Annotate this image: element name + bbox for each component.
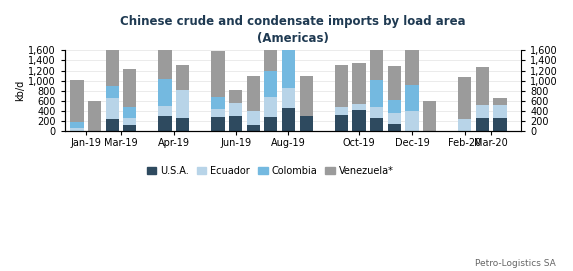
Bar [105, 86, 119, 98]
Bar [388, 100, 401, 113]
Bar [300, 116, 313, 131]
Bar [70, 128, 84, 131]
Bar [388, 124, 401, 131]
Bar [493, 118, 507, 131]
Bar [105, 119, 119, 131]
Bar [493, 105, 507, 118]
Bar [352, 110, 366, 131]
Bar [388, 66, 401, 100]
Bar [405, 111, 418, 131]
Bar [423, 101, 436, 131]
Title: Chinese crude and condensate imports by load area
(Americas): Chinese crude and condensate imports by … [120, 15, 466, 45]
Text: Petro-Logistics SA: Petro-Logistics SA [475, 259, 556, 268]
Bar [405, 44, 418, 85]
Bar [176, 64, 189, 90]
Bar [264, 98, 277, 117]
Bar [476, 67, 489, 105]
Bar [370, 107, 383, 118]
Bar [476, 105, 489, 118]
Bar [282, 39, 295, 88]
Bar [282, 88, 295, 108]
Bar [335, 107, 348, 115]
Bar [229, 90, 242, 103]
Bar [159, 116, 172, 131]
Bar [211, 97, 225, 109]
Bar [300, 76, 313, 116]
Bar [159, 79, 172, 106]
Bar [211, 117, 225, 131]
Bar [123, 125, 136, 131]
Bar [70, 80, 84, 122]
Bar [388, 113, 401, 124]
Bar [476, 118, 489, 131]
Y-axis label: kb/d: kb/d [15, 80, 25, 101]
Bar [159, 38, 172, 79]
Bar [70, 122, 84, 128]
Bar [229, 117, 242, 131]
Bar [123, 118, 136, 125]
Bar [176, 118, 189, 131]
Bar [335, 65, 348, 107]
Bar [88, 101, 101, 131]
Bar [458, 77, 472, 119]
Bar [352, 104, 366, 110]
Bar [458, 119, 472, 131]
Bar [246, 111, 260, 125]
Bar [264, 71, 277, 98]
Bar [282, 108, 295, 131]
Bar [229, 103, 242, 117]
Bar [105, 33, 119, 86]
Bar [123, 69, 136, 107]
Bar [352, 63, 366, 104]
Legend: U.S.A., Ecuador, Colombia, Venezuela*: U.S.A., Ecuador, Colombia, Venezuela* [143, 162, 398, 180]
Bar [105, 98, 119, 119]
Bar [405, 85, 418, 111]
Bar [211, 109, 225, 117]
Bar [370, 80, 383, 107]
Bar [123, 107, 136, 118]
Bar [335, 115, 348, 131]
Bar [246, 125, 260, 131]
Bar [246, 76, 260, 111]
Bar [493, 98, 507, 105]
Bar [282, 1, 295, 39]
Bar [370, 118, 383, 131]
Bar [370, 40, 383, 80]
Bar [176, 90, 189, 118]
Bar [264, 37, 277, 71]
Bar [264, 117, 277, 131]
Bar [159, 106, 172, 116]
Bar [211, 51, 225, 97]
